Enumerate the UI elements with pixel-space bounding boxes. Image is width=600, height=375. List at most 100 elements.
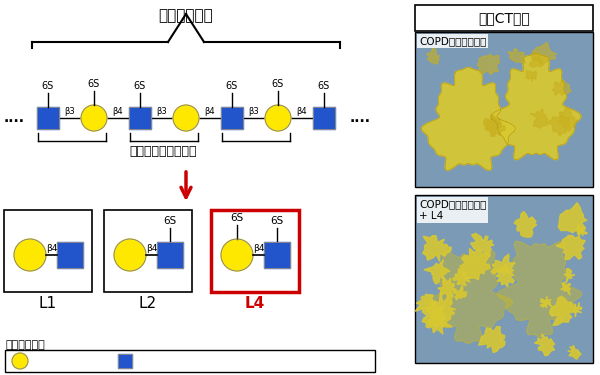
Bar — [313, 107, 335, 129]
Bar — [37, 107, 59, 129]
Polygon shape — [532, 42, 557, 64]
Polygon shape — [568, 345, 581, 359]
Circle shape — [114, 239, 146, 271]
Polygon shape — [478, 54, 499, 75]
Bar — [415, 5, 593, 31]
Text: β4: β4 — [113, 107, 124, 116]
Text: 6S: 6S — [134, 81, 146, 91]
Polygon shape — [550, 296, 578, 326]
Polygon shape — [460, 248, 490, 280]
Text: β4: β4 — [205, 107, 215, 116]
Polygon shape — [564, 268, 575, 283]
Circle shape — [221, 239, 253, 271]
Text: β3: β3 — [65, 107, 76, 116]
Text: 6S: 6S — [226, 81, 238, 91]
Bar — [118, 354, 132, 368]
Circle shape — [81, 105, 107, 131]
Bar — [5, 350, 375, 372]
Polygon shape — [423, 236, 451, 261]
Bar — [221, 107, 243, 129]
Polygon shape — [529, 51, 543, 68]
Text: 6S: 6S — [88, 79, 100, 89]
Polygon shape — [427, 48, 440, 64]
Bar — [211, 210, 299, 292]
Text: β4: β4 — [46, 244, 57, 253]
Polygon shape — [452, 268, 470, 286]
Text: ケラタン硫酸: ケラタン硫酸 — [158, 8, 214, 23]
Polygon shape — [526, 71, 537, 81]
Polygon shape — [496, 266, 514, 286]
Polygon shape — [479, 327, 505, 352]
Polygon shape — [558, 108, 578, 131]
Bar — [4, 210, 92, 292]
Text: ....: .... — [349, 111, 371, 125]
Text: 6S: 6S — [272, 79, 284, 89]
Polygon shape — [470, 233, 494, 257]
Text: N-アセチルグルコサミン: N-アセチルグルコサミン — [136, 356, 215, 366]
Text: S 硫酸: S 硫酸 — [305, 356, 329, 366]
Polygon shape — [535, 334, 555, 356]
Polygon shape — [424, 260, 450, 284]
Polygon shape — [427, 313, 452, 334]
Polygon shape — [453, 285, 467, 300]
Polygon shape — [422, 305, 444, 328]
Circle shape — [265, 105, 291, 131]
Text: COPDモデルマウス: COPDモデルマウス — [419, 36, 487, 46]
Polygon shape — [491, 53, 581, 160]
Polygon shape — [530, 109, 548, 128]
Text: 二糖の繰り返し構造: 二糖の繰り返し構造 — [129, 145, 197, 158]
Text: 6S: 6S — [318, 81, 330, 91]
Polygon shape — [556, 236, 585, 260]
Polygon shape — [508, 49, 526, 63]
Polygon shape — [438, 278, 457, 298]
Circle shape — [14, 239, 46, 271]
Text: β4: β4 — [296, 107, 307, 116]
Text: 6S: 6S — [163, 216, 176, 226]
Bar — [129, 107, 151, 129]
Polygon shape — [422, 68, 515, 170]
Polygon shape — [497, 241, 582, 337]
Text: L1: L1 — [39, 296, 57, 311]
Text: COPDモデルマウス
+ L4: COPDモデルマウス + L4 — [419, 199, 487, 220]
Bar — [129, 107, 151, 129]
Text: 6S: 6S — [42, 81, 54, 91]
Bar — [415, 195, 593, 363]
Text: L2: L2 — [139, 296, 157, 311]
Polygon shape — [553, 81, 571, 95]
Bar — [118, 354, 132, 368]
Bar — [157, 242, 183, 268]
Bar — [313, 107, 335, 129]
Bar — [37, 107, 59, 129]
Text: ガラクトース: ガラクトース — [33, 356, 73, 366]
Text: 6S: 6S — [230, 213, 244, 223]
Polygon shape — [427, 292, 456, 324]
Bar — [221, 107, 243, 129]
Text: β4: β4 — [253, 244, 264, 253]
Polygon shape — [540, 297, 552, 307]
Bar — [57, 242, 83, 268]
Polygon shape — [491, 254, 515, 276]
Bar — [264, 242, 290, 268]
Polygon shape — [577, 225, 587, 237]
Text: β3: β3 — [248, 107, 259, 116]
Bar — [104, 210, 192, 292]
Polygon shape — [560, 282, 571, 295]
Polygon shape — [548, 115, 570, 136]
Bar — [57, 242, 83, 268]
Polygon shape — [484, 116, 505, 135]
Text: β3: β3 — [157, 107, 167, 116]
Bar — [415, 32, 593, 187]
Polygon shape — [424, 251, 512, 344]
Text: β4: β4 — [146, 244, 157, 253]
Circle shape — [173, 105, 199, 131]
Bar — [157, 242, 183, 268]
Text: 糖を表す記号: 糖を表す記号 — [5, 340, 45, 350]
Text: L4: L4 — [245, 296, 265, 311]
Text: ....: .... — [4, 111, 25, 125]
Circle shape — [12, 353, 28, 369]
Bar — [264, 242, 290, 268]
Polygon shape — [558, 203, 587, 233]
Text: 肺のCT解析: 肺のCT解析 — [478, 11, 530, 25]
Polygon shape — [484, 114, 502, 136]
Polygon shape — [573, 303, 582, 317]
